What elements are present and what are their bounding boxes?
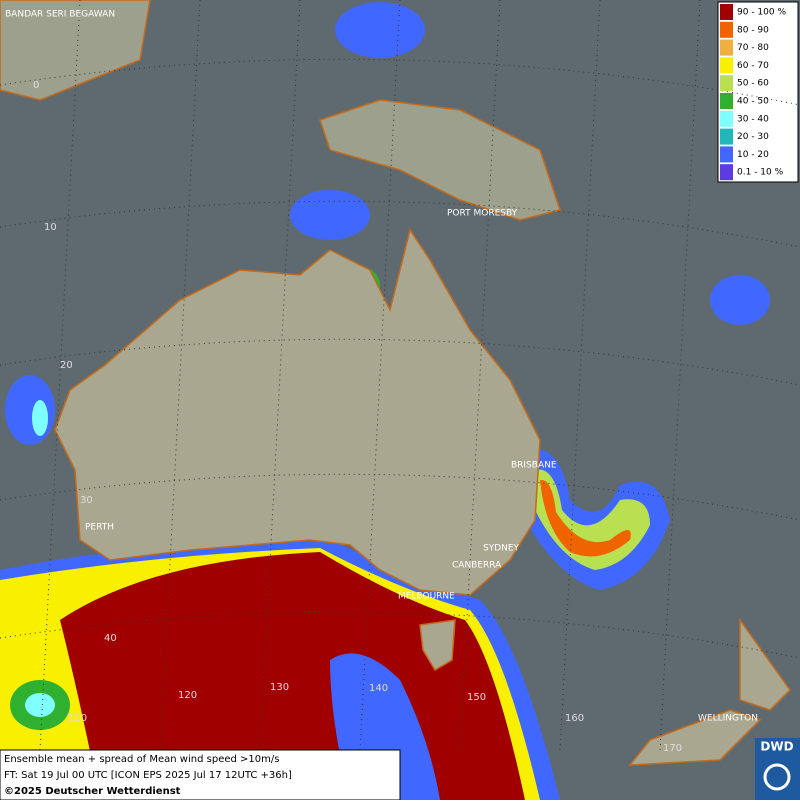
- graticule: [0, 338, 800, 386]
- legend-label: 0.1 - 10 %: [737, 168, 784, 178]
- footer-line: FT: Sat 19 Jul 00 UTC [ICON EPS 2025 Jul…: [4, 770, 292, 781]
- legend-label: 60 - 70: [737, 61, 769, 71]
- wind-area: [335, 2, 425, 58]
- land-new-guinea: [319, 99, 561, 221]
- grid-label: 140: [369, 683, 388, 694]
- graticule: [659, 0, 701, 751]
- wind-area: [540, 479, 631, 557]
- legend-label: 70 - 80: [737, 43, 769, 53]
- legend-swatch: [720, 39, 733, 56]
- city-label: PERTH: [85, 523, 114, 533]
- legend-swatch: [720, 21, 733, 38]
- wind-area: [525, 448, 670, 590]
- legend-swatch: [720, 57, 733, 74]
- land-tasmania: [419, 619, 456, 672]
- footer-line: Ensemble mean + spread of Mean wind spee…: [4, 754, 279, 765]
- grid-label: 0: [33, 80, 39, 91]
- graticule: [259, 0, 301, 751]
- legend-swatch: [720, 146, 733, 163]
- grid-label: 30: [80, 495, 93, 506]
- graticule: [0, 611, 800, 659]
- grid-label: 130: [270, 682, 289, 693]
- city-label: SYDNEY: [483, 544, 520, 554]
- grid-label: 40: [104, 633, 117, 644]
- legend-label: 80 - 90: [737, 25, 769, 35]
- legend-swatch: [720, 93, 733, 109]
- legend-label: 40 - 50: [737, 97, 769, 107]
- wind-area: [25, 693, 55, 717]
- footer-box: [0, 749, 401, 801]
- wind-area: [5, 375, 55, 445]
- legend-swatch: [720, 75, 733, 92]
- land-borneo: [0, 0, 151, 101]
- graticule: [39, 0, 81, 751]
- wind-area: [290, 190, 370, 240]
- land-australia: [54, 228, 541, 596]
- grid-label: 110: [68, 713, 87, 724]
- city-label: PORT MORESBY: [447, 209, 518, 219]
- graticule: [0, 200, 800, 248]
- legend-swatch: [720, 128, 733, 145]
- copyright: ©2025 Deutscher Wetterdienst: [4, 786, 181, 797]
- logo-text: DWD: [760, 740, 793, 754]
- legend-swatch: [720, 164, 733, 181]
- land-new-zealand: [628, 617, 791, 766]
- graticule: [359, 0, 401, 751]
- legend-swatch: [720, 4, 733, 20]
- legend-label: 30 - 40: [737, 114, 769, 124]
- legend-label: 50 - 60: [737, 79, 769, 89]
- city-label: CANBERRA: [452, 561, 502, 571]
- graticule: [0, 58, 800, 106]
- city-label: MELBOURNE: [398, 592, 455, 602]
- city-label: BANDAR SERI BEGAWAN: [5, 10, 115, 20]
- legend-label: 10 - 20: [737, 150, 769, 160]
- graticule: [159, 0, 201, 751]
- grid-label: 10: [44, 222, 57, 233]
- grid-label: 120: [178, 690, 197, 701]
- legend-label: 20 - 30: [737, 132, 769, 142]
- grid-label: 160: [565, 713, 584, 724]
- city-label: BRISBANE: [511, 461, 557, 471]
- graticule: [559, 0, 601, 751]
- legend-label: 90 - 100 %: [737, 8, 786, 18]
- grid-label: 20: [60, 360, 73, 371]
- legend-swatch: [720, 110, 733, 127]
- wind-area: [710, 275, 770, 325]
- wind-area: [32, 400, 48, 436]
- city-label: WELLINGTON: [698, 714, 758, 724]
- logo-icon: [763, 763, 791, 791]
- graticule: [0, 473, 800, 521]
- grid-label: 170: [663, 743, 682, 754]
- grid-label: 150: [467, 692, 486, 703]
- graticule: [459, 0, 501, 751]
